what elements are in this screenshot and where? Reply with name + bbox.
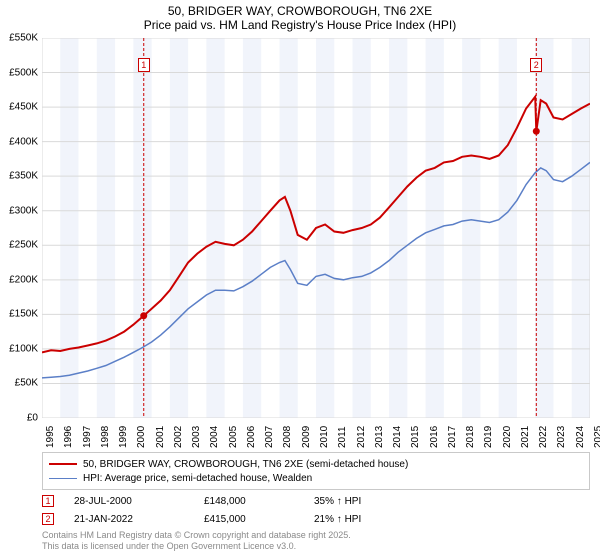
x-tick-label: 2019 xyxy=(483,426,494,448)
marker-number-box: 1 xyxy=(42,495,54,507)
x-tick-label: 1999 xyxy=(118,426,129,448)
legend-swatch xyxy=(49,478,77,479)
x-tick-label: 2025 xyxy=(593,426,600,448)
y-tick-label: £200K xyxy=(0,274,38,285)
x-tick-label: 2003 xyxy=(191,426,202,448)
title-subtitle: Price paid vs. HM Land Registry's House … xyxy=(0,18,600,32)
x-tick-label: 2015 xyxy=(410,426,421,448)
x-tick-label: 2023 xyxy=(556,426,567,448)
y-tick-label: £100K xyxy=(0,343,38,354)
legend-item: HPI: Average price, semi-detached house,… xyxy=(49,471,583,485)
legend-text: 50, BRIDGER WAY, CROWBOROUGH, TN6 2XE (s… xyxy=(83,459,408,470)
x-tick-label: 1995 xyxy=(45,426,56,448)
y-tick-label: £150K xyxy=(0,309,38,320)
y-tick-label: £250K xyxy=(0,240,38,251)
chart-area: £0£50K£100K£150K£200K£250K£300K£350K£400… xyxy=(42,38,590,418)
chart-svg xyxy=(42,38,590,418)
marker-number-box: 2 xyxy=(42,513,54,525)
x-tick-label: 2011 xyxy=(337,426,348,448)
x-tick-label: 2018 xyxy=(465,426,476,448)
x-tick-label: 2020 xyxy=(502,426,513,448)
x-tick-label: 2017 xyxy=(447,426,458,448)
x-tick-label: 2005 xyxy=(228,426,239,448)
y-tick-label: £50K xyxy=(0,378,38,389)
marker-table: 1 28-JUL-2000 £148,000 35% ↑ HPI 2 21-JAN-202… xyxy=(42,492,590,528)
marker-date: 21-JAN-2022 xyxy=(74,514,184,525)
x-tick-label: 2010 xyxy=(319,426,330,448)
y-tick-label: £450K xyxy=(0,102,38,113)
x-tick-label: 2013 xyxy=(374,426,385,448)
marker-pct: 21% ↑ HPI xyxy=(314,514,404,525)
footer-line1: Contains HM Land Registry data © Crown c… xyxy=(42,530,351,541)
x-tick-label: 1996 xyxy=(63,426,74,448)
y-tick-label: £0 xyxy=(0,413,38,424)
x-tick-label: 2002 xyxy=(173,426,184,448)
x-tick-label: 2009 xyxy=(301,426,312,448)
x-tick-label: 2000 xyxy=(136,426,147,448)
x-tick-label: 1997 xyxy=(82,426,93,448)
marker-row: 1 28-JUL-2000 £148,000 35% ↑ HPI xyxy=(42,492,590,510)
legend: 50, BRIDGER WAY, CROWBOROUGH, TN6 2XE (s… xyxy=(42,452,590,490)
footer-line2: This data is licensed under the Open Gov… xyxy=(42,541,351,552)
chart-marker-2: 2 xyxy=(530,58,542,72)
legend-text: HPI: Average price, semi-detached house,… xyxy=(83,473,312,484)
y-tick-label: £500K xyxy=(0,67,38,78)
x-tick-label: 2024 xyxy=(575,426,586,448)
x-tick-label: 2008 xyxy=(282,426,293,448)
x-tick-label: 2006 xyxy=(246,426,257,448)
x-tick-label: 2016 xyxy=(429,426,440,448)
y-tick-label: £300K xyxy=(0,205,38,216)
legend-item: 50, BRIDGER WAY, CROWBOROUGH, TN6 2XE (s… xyxy=(49,457,583,471)
chart-container: 50, BRIDGER WAY, CROWBOROUGH, TN6 2XE Pr… xyxy=(0,0,600,560)
legend-swatch xyxy=(49,463,77,465)
footer: Contains HM Land Registry data © Crown c… xyxy=(42,530,351,552)
x-tick-label: 2007 xyxy=(264,426,275,448)
title-address: 50, BRIDGER WAY, CROWBOROUGH, TN6 2XE xyxy=(0,4,600,18)
x-tick-label: 1998 xyxy=(100,426,111,448)
title-block: 50, BRIDGER WAY, CROWBOROUGH, TN6 2XE Pr… xyxy=(0,0,600,32)
chart-marker-1: 1 xyxy=(138,58,150,72)
x-tick-label: 2001 xyxy=(155,426,166,448)
marker-price: £148,000 xyxy=(204,496,294,507)
x-tick-label: 2014 xyxy=(392,426,403,448)
y-tick-label: £550K xyxy=(0,33,38,44)
x-tick-label: 2004 xyxy=(209,426,220,448)
y-tick-label: £400K xyxy=(0,136,38,147)
x-tick-label: 2021 xyxy=(520,426,531,448)
marker-date: 28-JUL-2000 xyxy=(74,496,184,507)
x-tick-label: 2012 xyxy=(356,426,367,448)
marker-pct: 35% ↑ HPI xyxy=(314,496,404,507)
marker-price: £415,000 xyxy=(204,514,294,525)
x-tick-label: 2022 xyxy=(538,426,549,448)
y-tick-label: £350K xyxy=(0,171,38,182)
marker-row: 2 21-JAN-2022 £415,000 21% ↑ HPI xyxy=(42,510,590,528)
